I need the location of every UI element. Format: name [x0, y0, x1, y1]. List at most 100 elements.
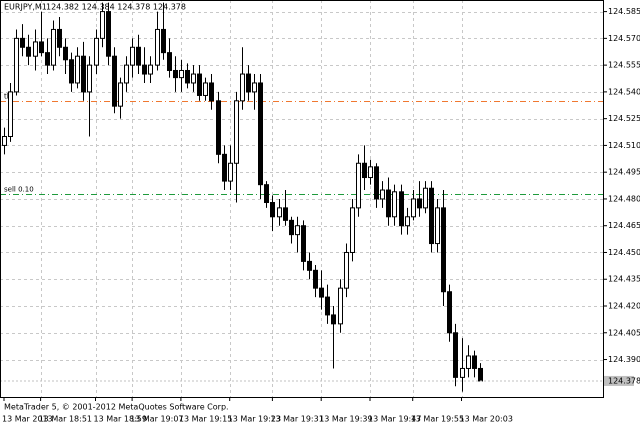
candle-body	[179, 69, 184, 79]
candle-body	[380, 189, 385, 200]
candle-body	[228, 162, 233, 182]
x-tick-label: 13 Mar 19:39	[319, 415, 372, 424]
candle-body	[417, 198, 422, 209]
y-tick-label: 124.555	[608, 61, 640, 70]
candle-body	[142, 64, 147, 75]
candle-body	[51, 28, 56, 66]
candle-body	[362, 162, 367, 179]
y-tick-label: 124.435	[608, 275, 640, 284]
candle-body	[374, 166, 379, 200]
candle-body	[185, 69, 190, 84]
candle-body	[277, 207, 282, 218]
candle-body	[466, 355, 471, 369]
candle-body	[57, 28, 62, 48]
plot-area	[0, 0, 603, 397]
candle-body	[289, 219, 294, 236]
candle-body	[87, 64, 92, 93]
candle-body	[14, 37, 19, 93]
candle-body	[222, 153, 227, 182]
candle-body	[39, 41, 44, 54]
last-price-label: 124.378	[608, 376, 640, 385]
candle-body	[216, 100, 221, 155]
candle-body	[8, 91, 13, 137]
candle-body	[405, 216, 410, 227]
candle-body	[155, 28, 160, 66]
candle-body	[411, 198, 416, 218]
candle-body	[252, 82, 257, 93]
candle-body	[173, 69, 178, 79]
x-tick-label: 13 Mar 19:07	[130, 415, 183, 424]
candle-body	[270, 202, 275, 218]
x-tick-label: 13 Mar 19:55	[411, 415, 464, 424]
symbol: EURJPY,M1	[4, 3, 47, 12]
candle-body	[246, 73, 251, 93]
candle-body	[453, 332, 458, 378]
candle-body	[203, 82, 208, 96]
candle-body	[167, 52, 172, 71]
candle-body	[63, 46, 68, 61]
y-tick-label: 124.450	[608, 248, 640, 257]
candle-body	[197, 73, 202, 96]
y-tick-label: 124.510	[608, 141, 640, 150]
candle-body	[20, 37, 25, 48]
candle-body	[319, 287, 324, 298]
candle-body	[234, 100, 239, 164]
candle-body	[338, 287, 343, 325]
x-tick-label: 13 Mar 18:59	[94, 415, 147, 424]
x-tick-label: 13 Mar 19:31	[270, 415, 323, 424]
candle-body	[26, 46, 31, 57]
quote: 124.382 124.384 124.378 124.378	[46, 3, 186, 12]
y-tick-label: 124.405	[608, 328, 640, 337]
candle-body	[75, 55, 80, 84]
candle-body	[460, 367, 465, 378]
candle-body	[2, 135, 7, 146]
candle-body	[118, 82, 123, 107]
candle-body	[148, 64, 153, 75]
candle-body	[325, 296, 330, 316]
candle-body	[130, 46, 135, 66]
candle-body	[100, 11, 105, 39]
candle-body	[33, 41, 38, 57]
candle-body	[191, 73, 196, 84]
candle-body	[283, 207, 288, 221]
candle-body	[112, 55, 117, 107]
candle-body	[392, 191, 397, 218]
candle-body	[94, 37, 99, 66]
level-label: sell 0.10	[4, 186, 34, 194]
candle-body	[435, 207, 440, 245]
candle-body	[69, 59, 74, 84]
candle-body	[106, 11, 111, 57]
y-tick-label: 124.495	[608, 168, 640, 177]
candle-body	[124, 64, 129, 84]
candle-body	[313, 269, 318, 289]
x-tick-label: 13 Mar 19:47	[368, 415, 421, 424]
candle-body	[344, 251, 349, 289]
candle-body	[423, 187, 428, 209]
candle-body	[386, 189, 391, 218]
candle-body	[45, 52, 50, 66]
y-tick-label: 124.420	[608, 302, 640, 311]
candle-body	[356, 162, 361, 209]
candle-body	[161, 28, 166, 54]
candle-body	[295, 225, 300, 236]
y-tick-label: 124.480	[608, 194, 640, 203]
level-label: tl	[4, 93, 9, 101]
candle-body	[240, 73, 245, 102]
candle-body	[209, 82, 214, 102]
x-tick-label: 13 Mar 19:23	[228, 415, 281, 424]
y-tick-label: 124.570	[608, 34, 640, 43]
y-tick-label: 124.525	[608, 114, 640, 123]
candle-body	[368, 166, 373, 179]
candle-body	[478, 367, 483, 382]
candle-body	[399, 191, 404, 227]
footer: MetaTrader 5, © 2001-2012 MetaQuotes Sof…	[4, 403, 229, 412]
x-tick-label: 13 Mar 2013	[2, 415, 53, 424]
last-price-box	[604, 375, 634, 386]
candle-body	[350, 207, 355, 253]
y-tick-label: 124.465	[608, 221, 640, 230]
candle-body	[264, 184, 269, 204]
candle-body	[441, 207, 446, 293]
candle-body	[472, 355, 477, 369]
x-tick-label: 13 Mar 19:15	[179, 415, 232, 424]
